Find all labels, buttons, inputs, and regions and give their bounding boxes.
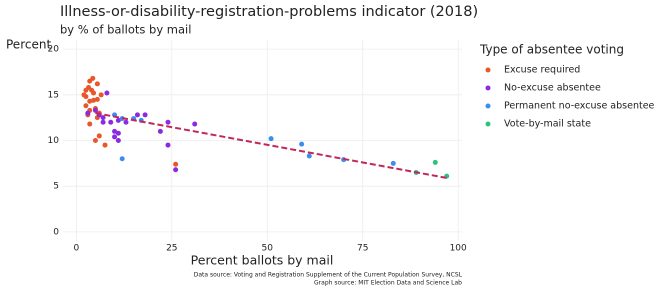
point	[83, 103, 89, 109]
point	[108, 119, 114, 125]
y-tick-label: 5	[53, 182, 59, 192]
point	[173, 167, 179, 173]
x-tick-label: 100	[450, 244, 467, 254]
chart-subtitle: by % of ballots by mail	[60, 23, 191, 37]
point	[268, 136, 274, 142]
legend-marker	[485, 85, 491, 91]
chart-title: Illness-or-disability-registration-probl…	[60, 4, 478, 20]
point	[165, 119, 171, 125]
trend-line	[95, 112, 447, 179]
x-axis-label: Percent ballots by mail	[191, 253, 334, 268]
point	[192, 121, 198, 127]
point	[85, 110, 91, 116]
legend-marker	[485, 67, 491, 73]
point	[390, 160, 396, 166]
legend-label: Vote-by-mail state	[504, 119, 591, 130]
point	[112, 128, 118, 134]
point	[92, 138, 98, 143]
y-tick-label: 15	[48, 90, 59, 100]
point	[87, 98, 93, 104]
point	[165, 142, 171, 148]
point	[91, 97, 97, 103]
point	[83, 94, 89, 100]
point	[432, 159, 438, 165]
point	[92, 107, 98, 113]
point	[112, 134, 118, 140]
point	[299, 141, 305, 147]
point	[134, 112, 140, 118]
point	[100, 119, 106, 125]
legend-label: No-excuse absentee	[504, 83, 601, 94]
point	[115, 117, 121, 123]
point	[94, 81, 100, 87]
point	[104, 90, 110, 96]
point	[87, 121, 93, 127]
source: Data source: Voting and Registration Sup…	[194, 272, 463, 279]
point	[90, 75, 96, 81]
x-tick-label: 25	[166, 244, 177, 254]
point	[115, 130, 121, 136]
point	[306, 153, 312, 159]
legend-marker	[485, 121, 491, 127]
y-tick-label: 20	[48, 45, 60, 55]
point	[94, 96, 100, 102]
legend-title: Type of absentee voting	[479, 43, 624, 57]
point	[157, 128, 163, 134]
x-tick-label: 50	[262, 244, 274, 254]
point	[98, 92, 104, 98]
x-tick-label: 75	[357, 244, 368, 254]
point	[96, 133, 102, 139]
point	[115, 138, 121, 143]
point	[100, 115, 106, 121]
point	[173, 161, 179, 167]
point	[102, 142, 108, 148]
point	[142, 112, 148, 118]
source: Graph source: MIT Election Data and Scie…	[314, 280, 462, 287]
y-tick-label: 10	[48, 136, 60, 146]
point	[123, 119, 129, 125]
legend-marker	[485, 103, 491, 109]
y-axis-label: Percent	[6, 38, 51, 52]
legend-label: Permanent no-excuse absentee	[504, 101, 655, 112]
y-tick-label: 0	[53, 227, 59, 237]
point	[119, 156, 125, 162]
point	[91, 90, 97, 96]
x-tick-label: 0	[73, 244, 79, 254]
legend-label: Excuse required	[504, 65, 580, 76]
